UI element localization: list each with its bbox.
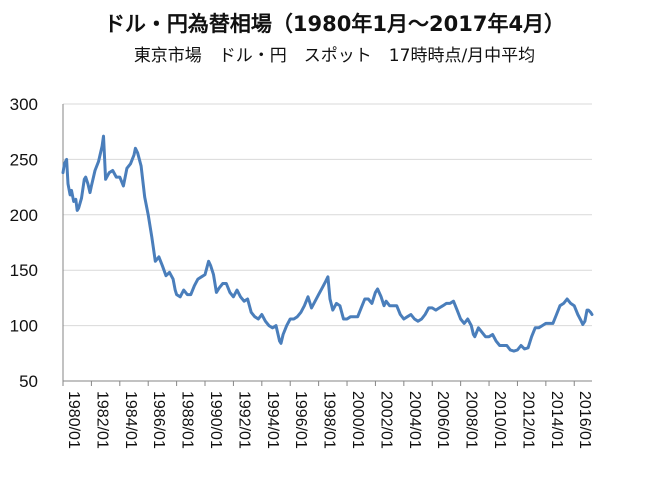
x-tick-label: 1988/01 [179,391,196,449]
x-tick-label: 2010/01 [491,391,508,449]
x-tick-label: 2004/01 [406,391,423,449]
x-tick-label: 1982/01 [93,391,110,449]
y-tick-label: 300 [10,95,38,114]
y-tick-label: 250 [10,150,38,169]
gridlines [63,103,592,327]
x-tick-label: 1990/01 [207,391,224,449]
y-tick-label: 150 [10,261,38,280]
x-tick-label: 1986/01 [150,391,167,449]
x-tick-label: 2006/01 [434,391,451,449]
y-tick-label: 100 [10,317,38,336]
x-tick-label: 2002/01 [377,391,394,449]
y-tick-label: 200 [10,206,38,225]
x-tick-label: 1984/01 [122,391,139,449]
x-tick-label: 2014/01 [548,391,565,449]
x-tick-label: 2016/01 [576,391,593,449]
x-tick-label: 2008/01 [463,391,480,449]
series-layer [61,134,594,353]
x-tick-label: 1998/01 [321,391,338,449]
y-tick-label: 50 [19,372,38,391]
x-tick-label: 1994/01 [264,391,281,449]
x-tick-label: 1980/01 [65,391,82,449]
series-line [61,134,594,353]
x-tick-label: 2000/01 [349,391,366,449]
x-tick-label: 1992/01 [235,391,252,449]
x-tick-label: 2012/01 [519,391,536,449]
x-axis: 1980/01 1982/01 1984/01 1986/01 1988/01 1990/… [62,380,593,449]
x-tick-label: 1996/01 [292,391,309,449]
chart-title: ドル・円為替相場（1980年1月〜2017年4月） [103,12,566,36]
chart-subtitle: 東京市場 ドル・円 スポット 17時時点/月中平均 [133,46,536,66]
y-axis: 50 100 150 200 250 300 [10,95,64,391]
